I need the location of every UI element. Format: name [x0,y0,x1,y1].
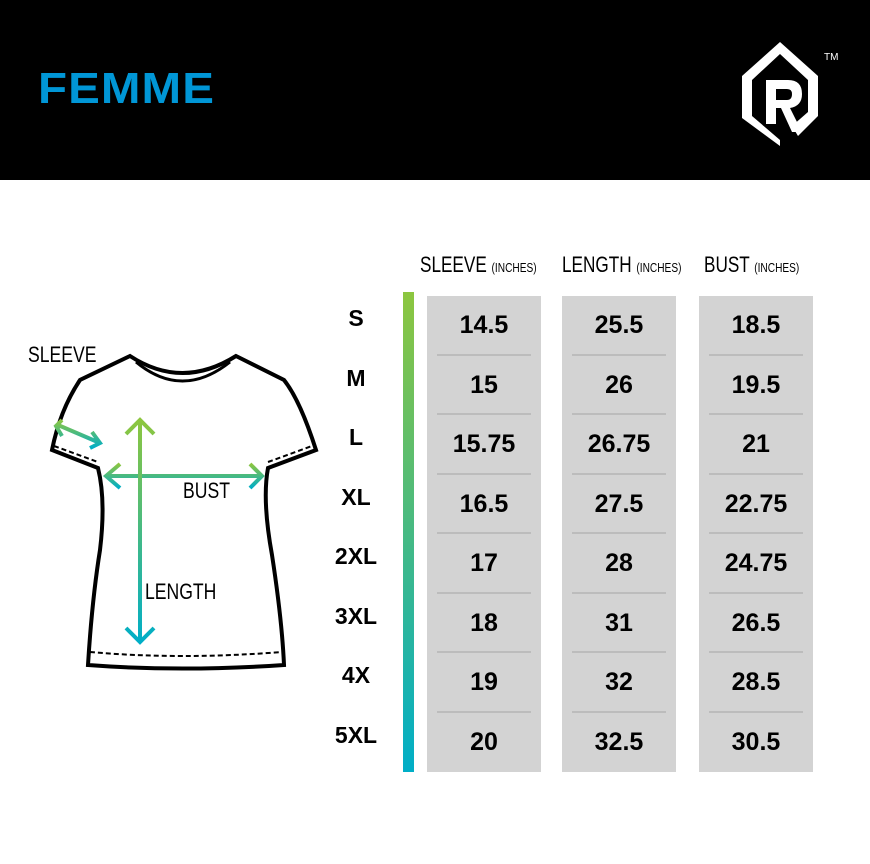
table-cell: 26.75 [562,415,676,475]
column-header-sleeve: SLEEVE (INCHES) [420,252,537,277]
size-label: 5XL [334,721,378,748]
table-cell: 28.5 [699,653,813,713]
table-cell: 14.5 [427,296,541,356]
size-label: 4X [341,662,371,689]
header-banner: FEMME TM [0,0,870,180]
tshirt-diagram [49,353,319,671]
table-cell: 31 [562,594,676,654]
table-cell: 32 [562,653,676,713]
bust-column: 18.5 19.5 21 22.75 24.75 26.5 28.5 30.5 [699,296,813,772]
size-label: 3XL [334,602,378,629]
column-header-length: LENGTH (INCHES) [562,252,682,277]
page-title: FEMME [38,64,216,113]
table-cell: 16.5 [427,475,541,535]
table-cell: 15.75 [427,415,541,475]
table-cell: 30.5 [731,727,781,756]
table-cell: 25.5 [562,296,676,356]
table-cell: 32.5 [594,727,644,756]
size-labels: S M L XL 2XL 3XL 4X 5XL [320,289,392,765]
size-label: S [348,305,364,332]
table-cell: 20 [470,727,498,756]
length-column: 25.5 26 26.75 27.5 28 31 32 32.5 [562,296,676,772]
column-header-bust: BUST (INCHES) [704,252,800,277]
table-cell: 18.5 [699,296,813,356]
table-cell: 21 [699,415,813,475]
length-label: LENGTH [145,579,217,604]
size-gradient-bar [403,292,414,772]
table-cell: 15 [427,356,541,416]
size-label: 2XL [334,543,378,570]
table-cell: 19 [427,653,541,713]
size-label: M [346,364,366,391]
bust-label: BUST [183,478,230,503]
sleeve-column: 14.5 15 15.75 16.5 17 18 19 20 [427,296,541,772]
table-cell: 27.5 [562,475,676,535]
table-cell: 24.75 [699,534,813,594]
table-cell: 19.5 [699,356,813,416]
table-cell: 26 [562,356,676,416]
size-label: L [348,424,364,451]
brand-logo [742,42,818,146]
table-cell: 22.75 [699,475,813,535]
table-cell: 18 [427,594,541,654]
table-cell: 26.5 [699,594,813,654]
table-cell: 28 [562,534,676,594]
table-cell: 17 [427,534,541,594]
sleeve-label: SLEEVE [28,342,97,367]
size-label: XL [341,483,371,510]
trademark: TM [824,52,839,63]
